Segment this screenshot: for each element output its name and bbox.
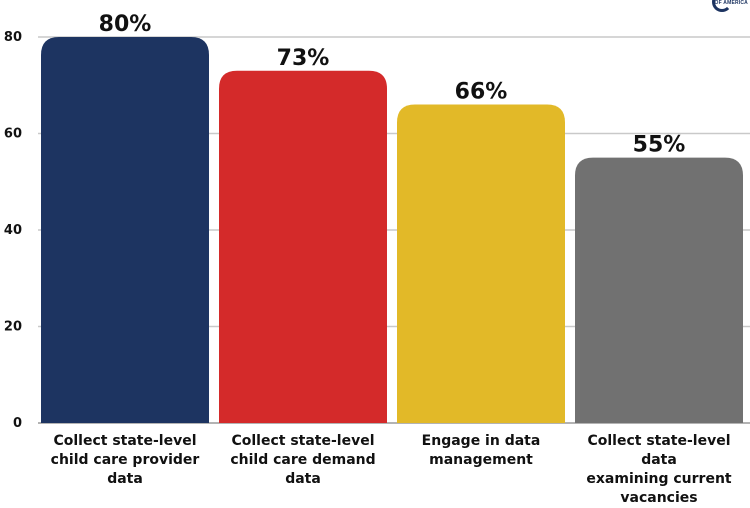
y-tick-label: 40 [4,223,22,238]
x-tick-label: Collect state-level data examining curren… [574,432,744,508]
data-label: 55% [633,133,686,158]
bar [41,37,209,423]
x-tick-label-line: Collect state-level [218,432,388,451]
data-label: 66% [455,80,508,105]
x-tick-label-line: data [40,470,210,489]
x-tick-label-line: Collect state-level data [574,432,744,470]
data-label: 73% [277,46,330,71]
bar [575,158,743,423]
x-tick-label: Engage in data management [396,432,566,470]
y-tick-label: 60 [4,127,22,142]
bar [219,71,387,423]
x-tick-label-line: Engage in data [396,432,566,451]
x-tick-label: Collect state-level child care provider da… [40,432,210,489]
x-tick-label: Collect state-level child care demand data [218,432,388,489]
x-tick-label-line: vacancies [574,489,744,508]
y-tick-label: 20 [4,320,22,335]
bar-chart: 0 20 40 60 80 80% 73% 66% 55% [0,0,750,493]
x-tick-label-line: management [396,451,566,470]
data-label: 80% [99,12,152,37]
x-tick-label-line: child care demand [218,451,388,470]
bar [397,105,565,423]
x-tick-label-line: child care provider [40,451,210,470]
x-tick-label-line: data [218,470,388,489]
y-tick-label: 0 [13,416,22,431]
y-tick-label: 80 [4,30,22,45]
x-tick-label-line: examining current [574,470,744,489]
x-tick-label-line: Collect state-level [40,432,210,451]
